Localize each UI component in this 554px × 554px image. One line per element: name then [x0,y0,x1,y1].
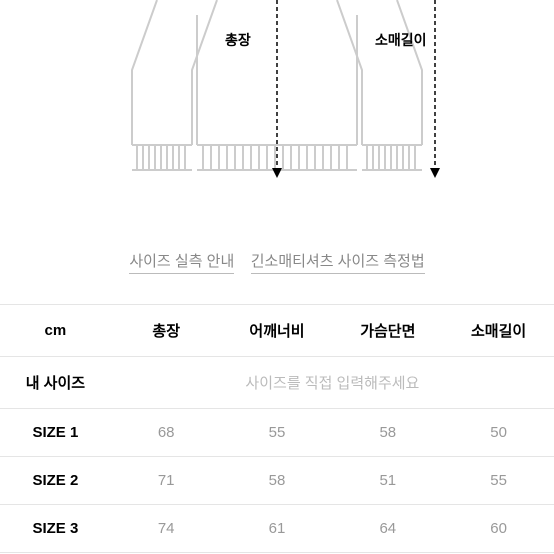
col-shoulder: 어깨너비 [222,305,333,357]
table-row: SIZE 2 71 58 51 55 [0,457,554,505]
diagram-label-length: 총장 [225,30,251,50]
cell: 71 [111,457,222,505]
diagram-label-sleeve: 소매길이 [375,30,427,50]
my-size-label: 내 사이즈 [0,357,111,409]
link-size-guide[interactable]: 사이즈 실측 안내 [129,250,234,274]
cell: 74 [111,505,222,553]
cell: 55 [443,457,554,505]
cell: 60 [443,505,554,553]
col-sleeve: 소매길이 [443,305,554,357]
row-label: SIZE 3 [0,505,111,553]
cell: 58 [332,409,443,457]
my-size-placeholder[interactable]: 사이즈를 직접 입력해주세요 [111,357,554,409]
garment-diagram: 총장 소매길이 [0,0,554,200]
size-guide-links: 사이즈 실측 안내 긴소매티셔츠 사이즈 측정법 [0,250,554,274]
row-label: SIZE 2 [0,457,111,505]
cell: 68 [111,409,222,457]
cell: 50 [443,409,554,457]
col-unit: cm [0,305,111,357]
table-row: SIZE 1 68 55 58 50 [0,409,554,457]
cell: 51 [332,457,443,505]
col-length: 총장 [111,305,222,357]
cell: 55 [222,409,333,457]
table-row: SIZE 3 74 61 64 60 [0,505,554,553]
cell: 64 [332,505,443,553]
cell: 58 [222,457,333,505]
size-table: cm 총장 어깨너비 가슴단면 소매길이 내 사이즈 사이즈를 직접 입력해주세… [0,304,554,553]
row-my-size[interactable]: 내 사이즈 사이즈를 직접 입력해주세요 [0,357,554,409]
col-chest: 가슴단면 [332,305,443,357]
cell: 61 [222,505,333,553]
row-label: SIZE 1 [0,409,111,457]
link-measure-method[interactable]: 긴소매티셔츠 사이즈 측정법 [251,250,425,274]
